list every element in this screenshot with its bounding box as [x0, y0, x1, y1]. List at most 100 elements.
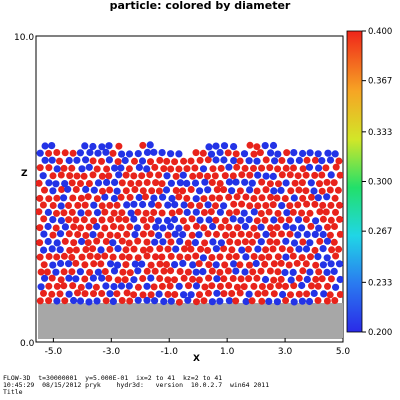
- particle-small: [61, 180, 69, 188]
- particle-large: [266, 267, 274, 275]
- particle-large: [282, 297, 290, 304]
- particle-large: [234, 224, 241, 232]
- x-tick-label: 1.0: [220, 347, 235, 357]
- particle-small: [44, 208, 53, 216]
- particle-large: [254, 290, 262, 298]
- particle-large: [303, 290, 311, 298]
- particle-large: [287, 187, 295, 195]
- particle-small: [49, 187, 57, 195]
- particle-large: [334, 186, 342, 194]
- particle-large: [80, 172, 88, 180]
- particle-large: [60, 164, 68, 172]
- particle-small: [57, 259, 65, 268]
- particle-small: [130, 215, 138, 223]
- particle-small: [245, 216, 253, 224]
- particle-large: [208, 267, 216, 275]
- particle-large: [278, 157, 286, 164]
- particle-large: [176, 268, 184, 275]
- particle-large: [316, 208, 324, 216]
- particle-small: [125, 150, 134, 158]
- particle-large: [60, 252, 68, 260]
- particle-large: [90, 290, 97, 298]
- particle-large: [114, 276, 122, 284]
- particle-small: [162, 186, 171, 194]
- particle-large: [45, 253, 53, 260]
- particle-large: [326, 186, 334, 194]
- particle-large: [61, 237, 69, 245]
- particle-small: [110, 267, 119, 275]
- particle-large: [84, 209, 92, 217]
- particle-large: [192, 252, 200, 260]
- particle-large: [234, 239, 242, 246]
- particle-small: [65, 290, 73, 298]
- particle-large: [298, 179, 306, 187]
- particle-small: [114, 245, 122, 253]
- particle-small: [139, 200, 147, 209]
- particle-large: [274, 253, 282, 261]
- particle-small: [111, 178, 119, 186]
- particle-large: [258, 178, 266, 186]
- particle-small: [155, 290, 163, 298]
- particle-small: [121, 156, 129, 165]
- particle-large: [45, 195, 53, 203]
- particle-small: [241, 268, 249, 276]
- particle-large: [114, 232, 122, 239]
- particle-large: [72, 216, 80, 224]
- particle-large: [278, 245, 286, 253]
- particle-large: [146, 245, 154, 253]
- particle-large: [236, 187, 244, 195]
- particle-large: [281, 195, 289, 202]
- particle-small: [213, 275, 221, 283]
- particle-small: [117, 282, 126, 290]
- particle-small: [289, 268, 297, 276]
- particle-large: [224, 267, 232, 275]
- particle-small: [257, 223, 265, 231]
- particle-large: [200, 297, 208, 305]
- particle-large: [187, 201, 195, 209]
- particle-small: [303, 230, 311, 238]
- particle-small: [90, 201, 98, 209]
- particle-small: [191, 239, 199, 247]
- particle-large: [175, 165, 183, 173]
- particle-small: [295, 245, 303, 253]
- particle-large: [257, 210, 265, 217]
- particle-large: [188, 215, 196, 223]
- particle-small: [148, 200, 156, 208]
- particle-large: [265, 253, 273, 261]
- particle-large: [201, 239, 209, 247]
- particle-small: [187, 291, 195, 299]
- colorbar: [346, 30, 363, 333]
- particle-large: [217, 164, 225, 172]
- particle-small: [225, 178, 233, 186]
- particle-small: [310, 289, 318, 297]
- particle-small: [52, 180, 60, 188]
- particle-large: [185, 282, 192, 290]
- particle-small: [170, 215, 179, 224]
- particle-small: [327, 171, 335, 179]
- particle-large: [86, 268, 94, 276]
- particle-large: [73, 172, 81, 180]
- particle-large: [250, 282, 258, 290]
- particle-large: [166, 282, 174, 290]
- particle-large: [130, 291, 138, 299]
- particle-large: [105, 274, 113, 282]
- particle-large: [179, 187, 187, 195]
- particle-small: [230, 157, 238, 165]
- particle-small: [89, 231, 97, 239]
- particle-small: [171, 230, 179, 238]
- particle-large: [45, 164, 53, 172]
- particle-small: [105, 142, 113, 150]
- particle-large: [123, 289, 131, 297]
- particle-small: [168, 194, 176, 203]
- particle-large: [68, 253, 76, 261]
- particle-large: [126, 193, 134, 201]
- particle-small: [332, 283, 340, 291]
- particle-large: [200, 209, 208, 216]
- particle-large: [40, 289, 47, 297]
- particle-small: [44, 222, 52, 231]
- particle-large: [167, 267, 175, 275]
- particle-small: [201, 178, 209, 186]
- particle-small: [248, 179, 256, 187]
- particle-large: [151, 267, 159, 275]
- particle-small: [167, 150, 175, 158]
